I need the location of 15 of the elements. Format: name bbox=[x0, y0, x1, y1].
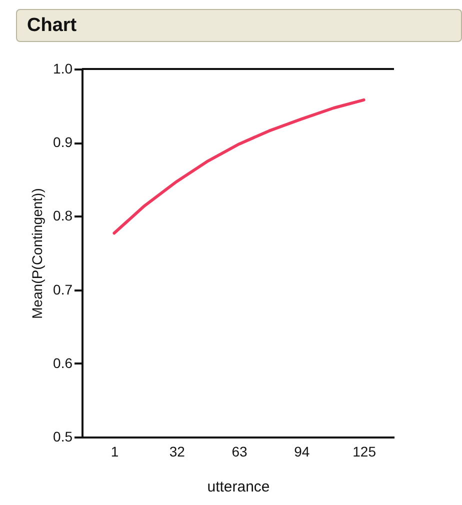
y-tick-label: 0.8 bbox=[53, 208, 73, 224]
x-tick-label: 94 bbox=[294, 444, 310, 460]
x-tick-label: 125 bbox=[352, 444, 376, 460]
y-tick-label: 0.6 bbox=[53, 354, 73, 371]
y-tick-label: 0.7 bbox=[53, 281, 73, 298]
x-tick-label: 1 bbox=[110, 444, 119, 460]
x-tick-label: 63 bbox=[232, 444, 248, 460]
x-tick-label: 32 bbox=[169, 444, 186, 460]
x-axis-title: utterance bbox=[207, 478, 270, 496]
line-series bbox=[112, 98, 366, 235]
y-axis-title: Mean(P(Contingent)) bbox=[29, 188, 46, 319]
y-tick-label: 0.9 bbox=[53, 134, 73, 150]
chart-title: Chart bbox=[16, 9, 462, 42]
y-tick-label: 0.5 bbox=[53, 428, 73, 444]
y-tick-label: 1.0 bbox=[53, 60, 73, 76]
